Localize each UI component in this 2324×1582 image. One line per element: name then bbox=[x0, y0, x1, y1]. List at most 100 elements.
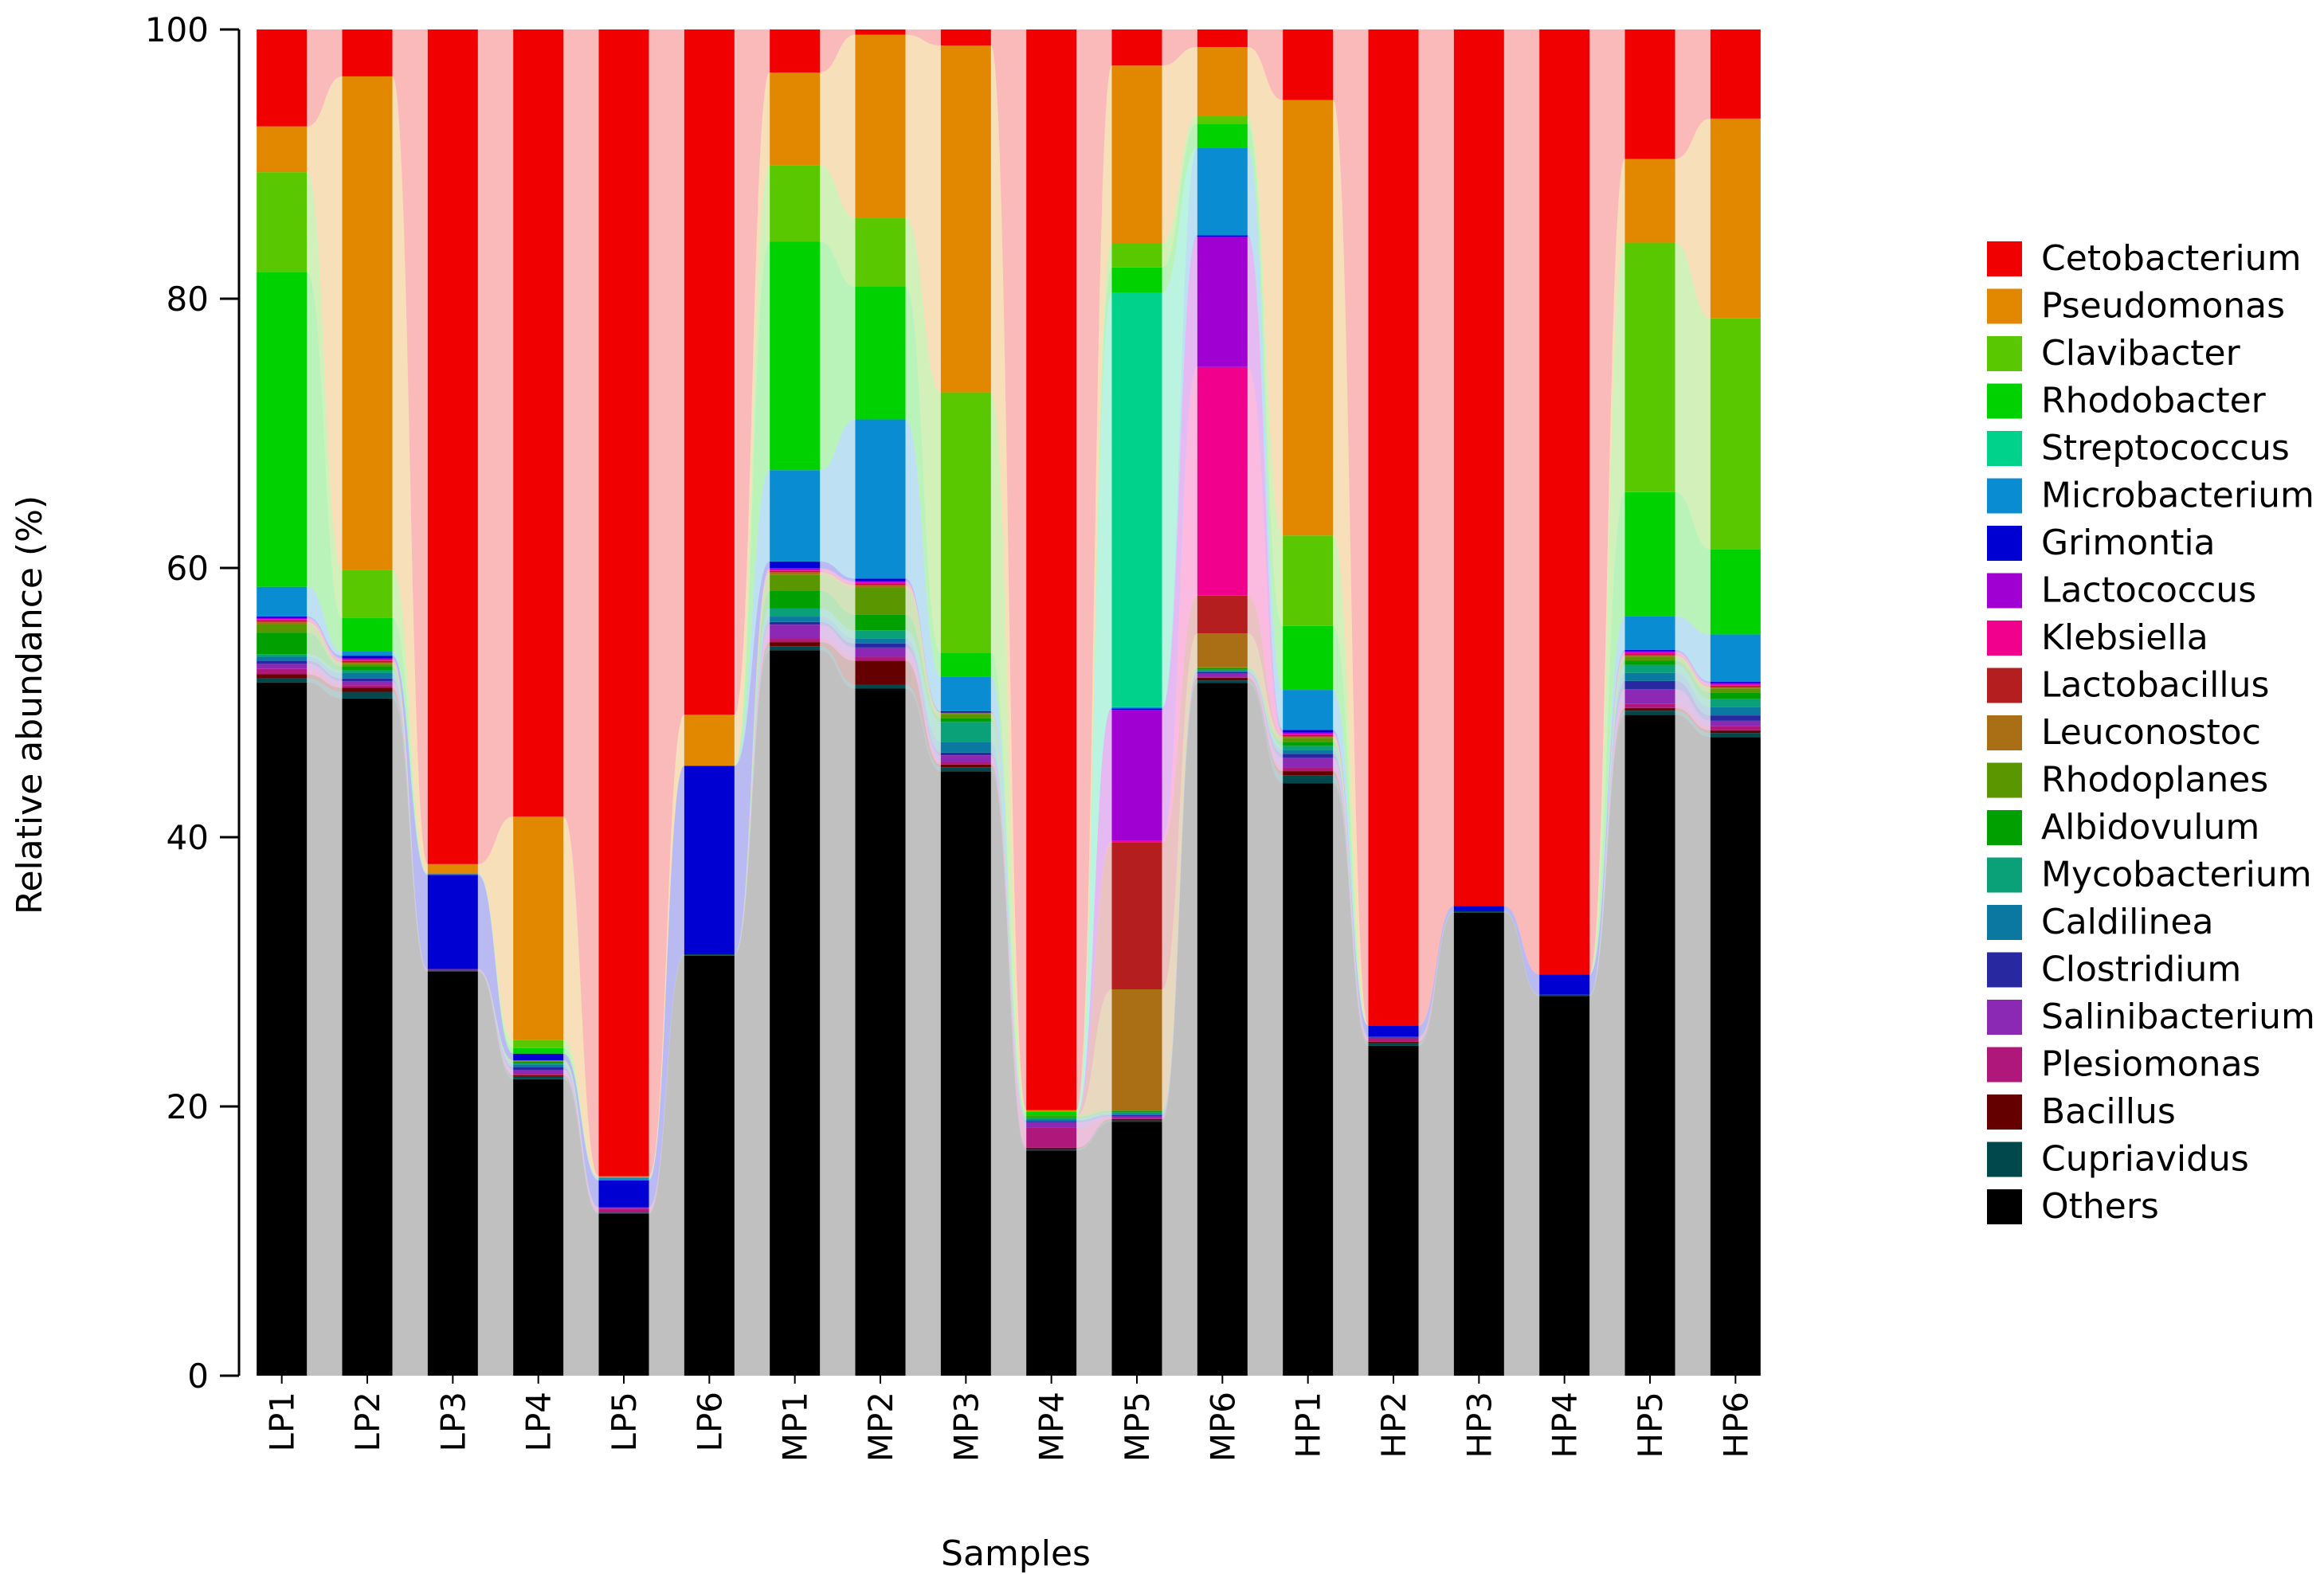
ribbon-mycobacterium-mp1 bbox=[820, 608, 856, 639]
ribbon-klebsiella-lp1 bbox=[307, 619, 343, 661]
bar-segment-mp6-others bbox=[1197, 683, 1248, 1376]
bar-segment-hp6-cetobacterium bbox=[1710, 29, 1761, 119]
ribbon-klebsiella-mp2 bbox=[905, 582, 941, 713]
bars bbox=[257, 29, 1761, 1376]
bar-segment-mp2-bacillus bbox=[855, 660, 906, 685]
ribbon-lactococcus-mp4 bbox=[1076, 710, 1112, 1116]
ribbon-clostridium-mp1 bbox=[820, 621, 856, 648]
ribbon-grimontia-hp5 bbox=[1675, 649, 1711, 683]
bar-segment-lp5-microbacterium bbox=[598, 1177, 649, 1181]
ribbon-clavibacter-mp5 bbox=[1162, 116, 1197, 268]
bar-segment-mp6-rhodobacter bbox=[1197, 123, 1248, 148]
legend-label-others: Others bbox=[2041, 1186, 2159, 1227]
bar-segment-hp5-cetobacterium bbox=[1624, 29, 1675, 159]
ribbon-mycobacterium-lp2 bbox=[392, 670, 428, 969]
ribbon-pseudomonas-lp1 bbox=[307, 76, 343, 570]
ribbon-pseudomonas-mp3 bbox=[990, 45, 1027, 1112]
bar-segment-lp1-cupriavidus bbox=[257, 678, 308, 683]
legend-swatch-lactobacillus bbox=[1987, 668, 2022, 703]
ribbon-klebsiella-hp5 bbox=[1675, 652, 1711, 686]
legend-swatch-cetobacterium bbox=[1987, 241, 2022, 276]
bar-segment-lp2-lactococcus bbox=[342, 658, 393, 660]
bar-segment-mp6-cupriavidus bbox=[1197, 680, 1248, 683]
bar-segment-mp1-bacillus bbox=[770, 642, 821, 647]
ribbon-lactobacillus-mp1 bbox=[820, 570, 856, 585]
bar-segment-hp5-rhodoplanes bbox=[1624, 656, 1675, 661]
ribbon-bacillus-mp6 bbox=[1247, 677, 1283, 776]
bar-segment-lp1-albidovulum bbox=[257, 632, 308, 655]
ribbon-mycobacterium-mp4 bbox=[1076, 1112, 1112, 1120]
ribbon-cetobacterium-mp2 bbox=[905, 29, 941, 46]
ribbon-cupriavidus-hp1 bbox=[1333, 775, 1369, 1046]
legend-swatch-clavibacter bbox=[1987, 336, 2022, 371]
ribbon-others-lp4 bbox=[563, 1079, 599, 1376]
bar-segment-mp6-leuconostoc bbox=[1197, 633, 1248, 668]
bar-segment-mp6-lactococcus bbox=[1197, 237, 1248, 367]
x-tick-label: HP5 bbox=[1631, 1392, 1670, 1459]
bar-segment-mp1-albidovulum bbox=[770, 591, 821, 609]
bar-segment-mp1-rhodoplanes bbox=[770, 574, 821, 592]
ribbon-rhodoplanes-hp5 bbox=[1675, 656, 1711, 693]
bar-segment-lp4-cetobacterium bbox=[513, 29, 564, 816]
bar-segment-mp3-leuconostoc bbox=[940, 712, 991, 715]
ribbon-clavibacter-mp3 bbox=[990, 392, 1027, 1112]
ribbon-cupriavidus-hp5 bbox=[1675, 711, 1711, 738]
bar-segment-mp4-salinibacterium bbox=[1026, 1122, 1077, 1128]
legend-label-caldilinea: Caldilinea bbox=[2041, 902, 2213, 942]
ribbon-mycobacterium-hp4 bbox=[1589, 664, 1625, 995]
ribbon-leuconostoc-mp1 bbox=[820, 572, 856, 588]
ribbon-clostridium-mp4 bbox=[1076, 1114, 1112, 1122]
bar-segment-mp5-lactococcus bbox=[1111, 710, 1162, 841]
bar-segment-lp1-others bbox=[257, 682, 308, 1376]
ribbon-klebsiella-mp1 bbox=[820, 570, 856, 584]
bar-segment-mp6-microbacterium bbox=[1197, 147, 1248, 236]
bar-segment-mp3-cetobacterium bbox=[940, 29, 991, 46]
bar-segment-lp2-bacillus bbox=[342, 687, 393, 692]
bar-segment-hp2-plesiomonas bbox=[1368, 1037, 1419, 1042]
bar-segment-lp2-plesiomonas bbox=[342, 685, 393, 688]
ribbon-microbacterium-lp6 bbox=[734, 470, 770, 766]
ribbon-clostridium-hp5 bbox=[1675, 680, 1711, 721]
bar-segment-hp2-others bbox=[1368, 1045, 1419, 1376]
ribbon-caldilinea-lp2 bbox=[392, 672, 428, 969]
bar-segment-mp3-pseudomonas bbox=[940, 45, 991, 393]
ribbon-lactococcus-mp5 bbox=[1162, 237, 1197, 841]
ribbon-bacillus-lp3 bbox=[477, 970, 514, 1077]
bar-segment-lp1-plesiomonas bbox=[257, 668, 308, 675]
ribbon-bacillus-lp1 bbox=[307, 674, 343, 692]
bar-segment-hp5-rhodobacter bbox=[1624, 491, 1675, 617]
flow-ribbons bbox=[307, 29, 1711, 1376]
ribbon-albidovulum-mp2 bbox=[905, 614, 941, 722]
bar-segment-lp1-clostridium bbox=[257, 660, 308, 664]
ribbon-clavibacter-lp6 bbox=[734, 165, 770, 766]
ribbon-pseudomonas-lp3 bbox=[477, 816, 514, 1040]
x-tick-label: MP5 bbox=[1118, 1392, 1157, 1462]
y-tick-label: 80 bbox=[167, 280, 209, 319]
bar-segment-lp4-rhodoplanes bbox=[513, 1060, 564, 1062]
bar-segment-hp5-cupriavidus bbox=[1624, 711, 1675, 715]
bar-segment-mp6-clostridium bbox=[1197, 672, 1248, 674]
bar-segment-lp1-cetobacterium bbox=[257, 29, 308, 127]
ribbon-clostridium-lp6 bbox=[734, 621, 770, 955]
bar-segment-lp1-klebsiella bbox=[257, 619, 308, 621]
bar-segment-mp3-others bbox=[940, 771, 991, 1376]
ribbon-cupriavidus-lp1 bbox=[307, 678, 343, 699]
bar-segment-hp5-clavibacter bbox=[1624, 242, 1675, 492]
x-axis-label: Samples bbox=[941, 1533, 1091, 1574]
bar-segment-lp3-microbacterium bbox=[427, 873, 478, 875]
legend-label-leuconostoc: Leuconostoc bbox=[2041, 712, 2261, 753]
y-tick-label: 20 bbox=[167, 1087, 209, 1126]
ribbon-caldilinea-mp2 bbox=[905, 638, 941, 753]
bar-segment-mp1-grimontia bbox=[770, 561, 821, 569]
x-tick-label: HP3 bbox=[1460, 1392, 1499, 1459]
ribbon-rhodobacter-lp4 bbox=[563, 1047, 599, 1178]
ribbon-lactobacillus-lp1 bbox=[307, 620, 343, 663]
ribbon-salinibacterium-mp2 bbox=[905, 647, 941, 762]
ribbon-leuconostoc-lp6 bbox=[734, 572, 770, 955]
legend-label-rhodobacter: Rhodobacter bbox=[2041, 381, 2267, 421]
bar-segment-hp1-albidovulum bbox=[1283, 742, 1334, 746]
ribbon-cupriavidus-lp6 bbox=[734, 646, 770, 956]
bar-segment-mp3-clavibacter bbox=[940, 392, 991, 653]
bar-segment-mp5-caldilinea bbox=[1111, 1114, 1162, 1115]
ribbon-rhodoplanes-lp3 bbox=[477, 969, 514, 1062]
